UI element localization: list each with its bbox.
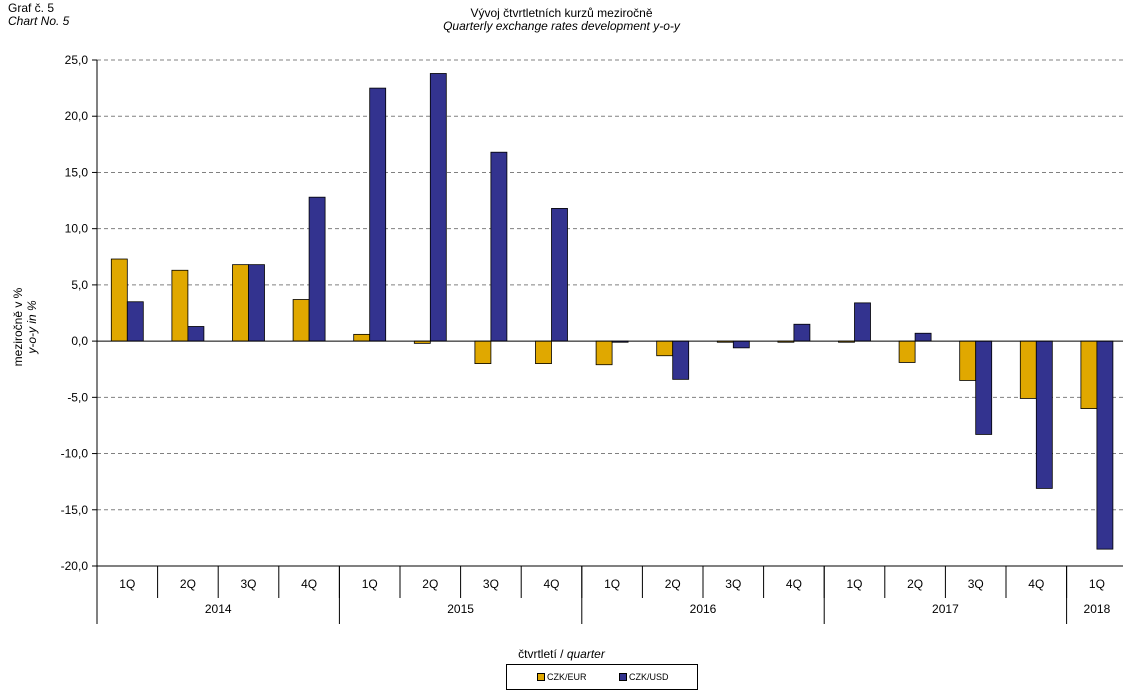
x-category-labels: 1Q 2Q 3Q 4Q 1Q 2Q 3Q 4Q 1Q 2Q 3Q 4Q 1Q 2Q 3Q 4Q 1Q 2014 20… xyxy=(119,577,1110,616)
x-tick-label: 4Q xyxy=(786,577,802,591)
x-tick-label: 2Q xyxy=(665,577,681,591)
y-tick-label: 5,0 xyxy=(71,278,88,292)
x-tick-label: 1Q xyxy=(846,577,862,591)
bar-eur xyxy=(959,340,977,381)
y-tick-label: 0,0 xyxy=(71,334,88,348)
bar-usd xyxy=(248,264,265,342)
y-axis-label-en: y-o-y in % xyxy=(25,300,39,355)
bar-usd xyxy=(732,340,750,349)
x-tick-label: 4Q xyxy=(301,577,317,591)
bar-eur xyxy=(110,258,128,342)
x-tick-label: 1Q xyxy=(604,577,620,591)
bar-eur xyxy=(535,340,552,365)
legend-item-usd: CZK/USD xyxy=(619,672,669,682)
bar-usd xyxy=(1035,340,1053,489)
bar-usd xyxy=(975,340,993,435)
y-tick-label: 15,0 xyxy=(65,165,89,179)
bar-usd xyxy=(793,323,811,342)
x-year-label: 2018 xyxy=(1084,602,1111,616)
chart-number-cs: Graf č. 5 xyxy=(8,1,55,15)
x-tick-label: 3Q xyxy=(240,577,256,591)
bar-eur xyxy=(595,340,613,366)
gridlines xyxy=(97,59,1123,511)
y-tick-labels: 25,0 20,0 15,0 10,0 5,0 0,0 -5,0 -10,0 -15,0 -20,… xyxy=(61,53,89,573)
legend-label-eur: CZK/EUR xyxy=(547,672,587,682)
x-year-label: 2016 xyxy=(690,602,717,616)
x-tick-label: 2Q xyxy=(180,577,196,591)
x-tick-label: 3Q xyxy=(483,577,499,591)
chart-number: Graf č. 5 Chart No. 5 xyxy=(8,2,69,28)
x-tick-label: 3Q xyxy=(725,577,741,591)
y-tick-label: -10,0 xyxy=(61,447,89,461)
bar-usd xyxy=(854,302,871,342)
x-tick-label: 2Q xyxy=(907,577,923,591)
x-tick-label: 1Q xyxy=(119,577,135,591)
legend-swatch-usd xyxy=(619,673,627,681)
axes xyxy=(92,59,1123,624)
bar-eur xyxy=(656,340,674,357)
legend-swatch-eur xyxy=(537,673,545,681)
bar-usd xyxy=(1096,340,1114,550)
bar-usd xyxy=(187,326,205,342)
x-year-label: 2017 xyxy=(932,602,959,616)
y-tick-label: -20,0 xyxy=(61,559,89,573)
x-year-label: 2014 xyxy=(205,602,232,616)
y-tick-label: -5,0 xyxy=(67,390,88,404)
chart-title: Vývoj čtvrtletních kurzů meziročně xyxy=(470,6,653,20)
bar-eur xyxy=(292,299,310,342)
chart-number-en: Chart No. 5 xyxy=(8,14,70,28)
bar-usd xyxy=(551,208,568,342)
bar-usd xyxy=(429,73,447,342)
bar-eur xyxy=(171,269,189,342)
y-axis-label-cs: meziročně v % xyxy=(11,287,25,366)
x-tick-label: 4Q xyxy=(1028,577,1044,591)
bar-eur xyxy=(1019,340,1037,399)
bar-usd xyxy=(672,340,690,380)
bar-usd xyxy=(308,196,326,342)
bars xyxy=(110,73,1114,550)
x-axis-label-separator: / xyxy=(556,647,567,661)
bar-eur xyxy=(474,340,492,365)
bar-eur xyxy=(898,340,916,363)
y-tick-label: 10,0 xyxy=(65,222,89,236)
bar-eur xyxy=(353,333,371,342)
legend-item-eur: CZK/EUR xyxy=(537,672,587,682)
bar-eur xyxy=(232,264,249,342)
y-tick-label: -15,0 xyxy=(61,503,89,517)
bar-usd xyxy=(126,301,144,342)
x-axis-label: čtvrtletí / quarter xyxy=(0,647,1123,661)
x-tick-label: 2Q xyxy=(422,577,438,591)
bar-usd xyxy=(914,332,932,342)
x-tick-label: 4Q xyxy=(543,577,559,591)
legend: CZK/EUR CZK/USD xyxy=(506,664,698,690)
y-tick-label: 25,0 xyxy=(65,53,89,67)
x-axis-label-en: quarter xyxy=(566,647,605,661)
x-axis-label-cs: čtvrtletí xyxy=(518,647,557,661)
chart-subtitle: Quarterly exchange rates development y-o… xyxy=(443,19,680,33)
x-tick-label: 1Q xyxy=(362,577,378,591)
x-year-label: 2015 xyxy=(447,602,474,616)
x-tick-label: 3Q xyxy=(968,577,984,591)
y-tick-label: 20,0 xyxy=(65,109,89,123)
legend-label-usd: CZK/USD xyxy=(629,672,669,682)
bar-usd xyxy=(490,151,508,342)
bar-usd xyxy=(369,87,387,342)
x-tick-label: 1Q xyxy=(1089,577,1105,591)
bar-eur xyxy=(1080,340,1098,409)
